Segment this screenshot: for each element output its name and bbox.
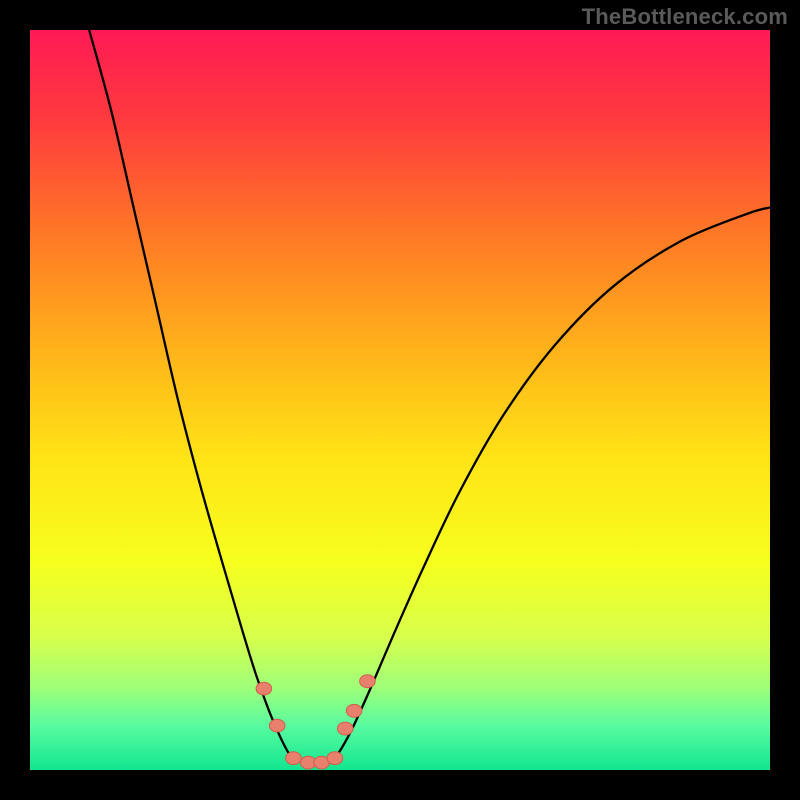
marker-dot bbox=[256, 682, 272, 695]
marker-dot bbox=[346, 704, 362, 717]
watermark-text: TheBottleneck.com bbox=[582, 4, 788, 30]
marker-dot bbox=[269, 719, 285, 732]
bottleneck-chart bbox=[0, 0, 800, 800]
marker-dot bbox=[327, 752, 343, 765]
marker-dot bbox=[337, 722, 353, 735]
chart-plot-bg bbox=[30, 30, 770, 770]
marker-dot bbox=[360, 675, 376, 688]
marker-dot bbox=[286, 752, 302, 765]
chart-stage: TheBottleneck.com bbox=[0, 0, 800, 800]
